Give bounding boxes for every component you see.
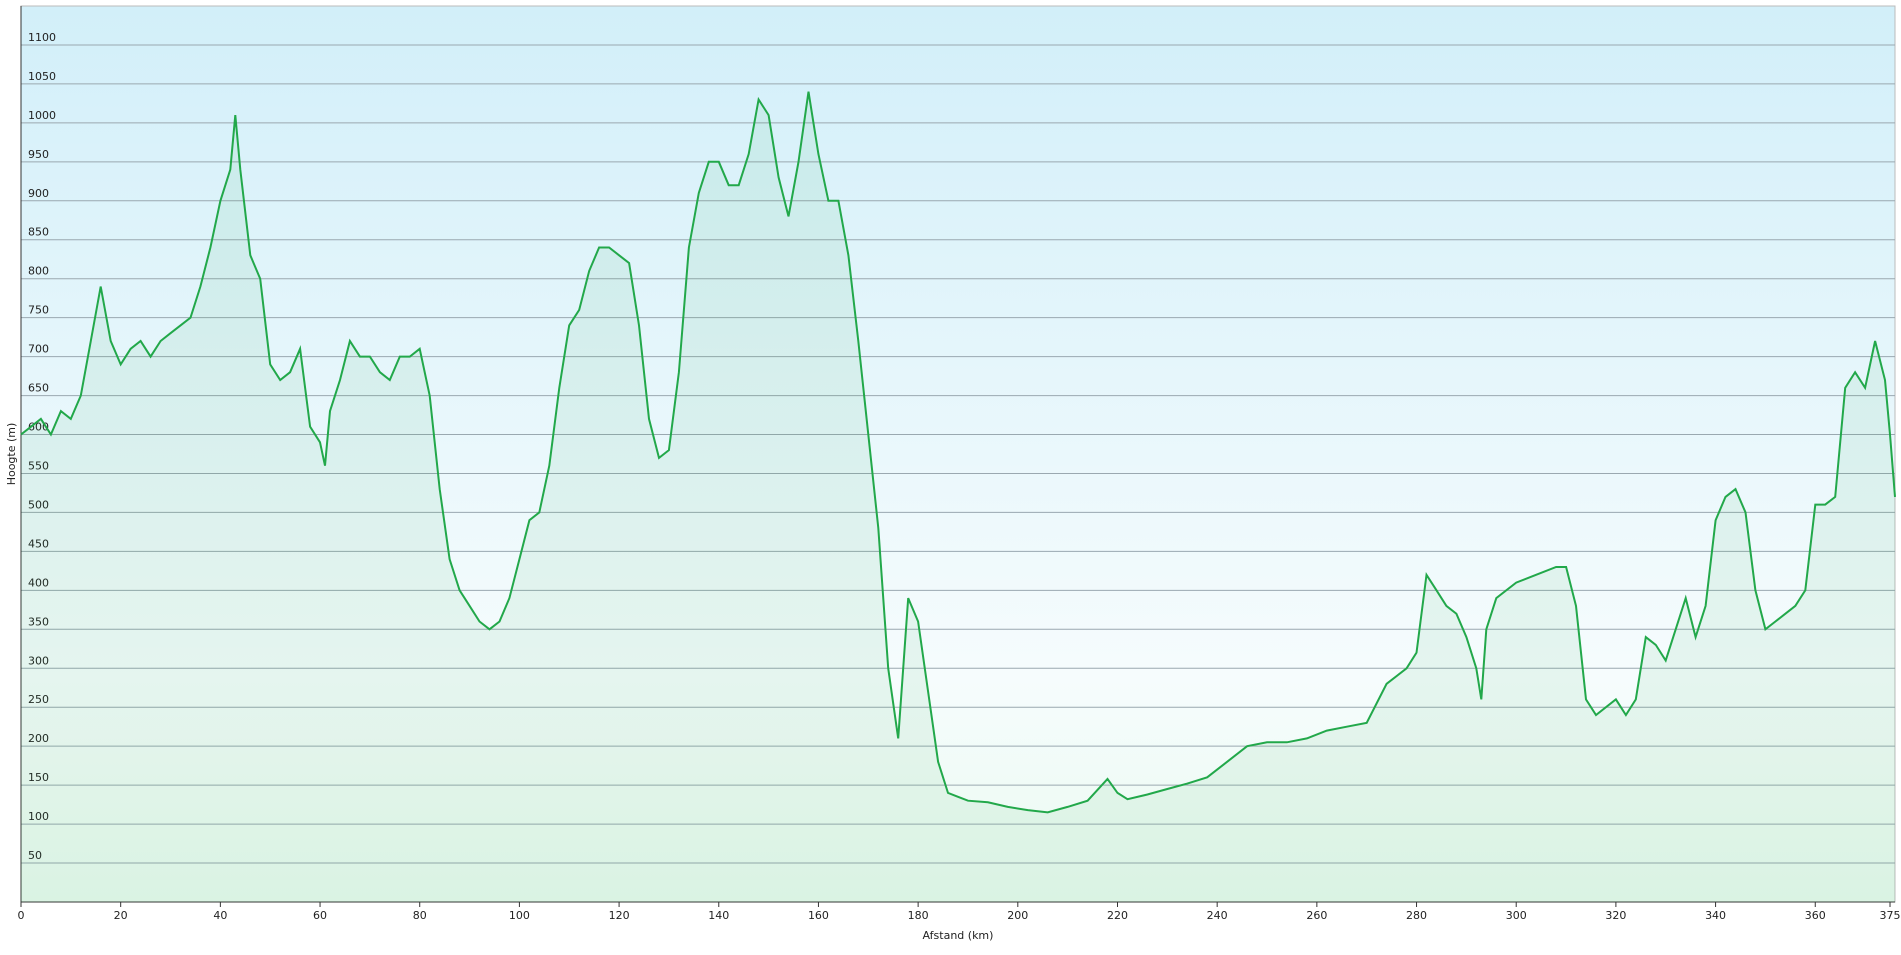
y-tick-label: 350 (28, 615, 49, 628)
x-tick-label: 320 (1605, 909, 1626, 922)
y-tick-label: 150 (28, 771, 49, 784)
x-tick-label: 100 (509, 909, 530, 922)
x-tick-label: 20 (114, 909, 128, 922)
x-tick-label: 200 (1007, 909, 1028, 922)
elevation-line (20, 91, 1896, 814)
x-tick-label: 80 (413, 909, 427, 922)
x-axis-label: Afstand (km) (923, 929, 994, 942)
y-tick-label: 550 (28, 459, 49, 472)
y-axis-label: Hoogte (m) (5, 423, 18, 486)
y-tick-label: 950 (28, 148, 49, 161)
x-tick-label: 140 (708, 909, 729, 922)
x-tick-label: 360 (1805, 909, 1826, 922)
x-tick-label: 240 (1207, 909, 1228, 922)
x-tick-label: 220 (1107, 909, 1128, 922)
y-tick-label: 700 (28, 343, 49, 356)
x-tick-label: 40 (213, 909, 227, 922)
y-tick-label: 1000 (28, 109, 56, 122)
x-tick-label: 120 (609, 909, 630, 922)
y-tick-label: 200 (28, 732, 49, 745)
y-tick-label: 300 (28, 654, 49, 667)
y-tick-label: 450 (28, 537, 49, 550)
y-tick-label: 1050 (28, 70, 56, 83)
y-tick-label: 650 (28, 382, 49, 395)
y-tick-label: 500 (28, 498, 49, 511)
x-tick-label: 260 (1306, 909, 1327, 922)
y-tick-label: 50 (28, 849, 42, 862)
x-tick-label: 180 (908, 909, 929, 922)
y-tick-label: 400 (28, 576, 49, 589)
x-tick-label: 160 (808, 909, 829, 922)
y-tick-label: 800 (28, 265, 49, 278)
elevation-area (21, 91, 1895, 902)
x-tick-label: 280 (1406, 909, 1427, 922)
y-tick-label: 750 (28, 304, 49, 317)
y-tick-label: 250 (28, 693, 49, 706)
plot-area (20, 5, 1896, 903)
x-tick-label: 375 (1880, 909, 1901, 922)
y-tick-label: 100 (28, 810, 49, 823)
y-tick-label: 1100 (28, 31, 56, 44)
x-tick-label: 340 (1705, 909, 1726, 922)
x-tick-label: 0 (18, 909, 25, 922)
x-tick-label: 60 (313, 909, 327, 922)
y-tick-label: 850 (28, 226, 49, 239)
x-tick-label: 300 (1506, 909, 1527, 922)
y-tick-label: 900 (28, 187, 49, 200)
